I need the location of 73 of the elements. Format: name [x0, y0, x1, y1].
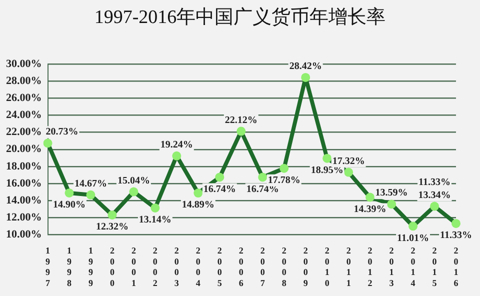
data-label: 16.74%	[246, 184, 279, 195]
x-tick-label: 2010	[324, 246, 330, 288]
y-tick-label: 28.00%	[6, 74, 42, 87]
point	[172, 151, 182, 160]
point	[408, 222, 418, 231]
y-tick-label: 18.00%	[6, 160, 42, 172]
y-tick-label: 26.00%	[6, 92, 42, 104]
point	[280, 164, 289, 173]
point	[150, 203, 160, 212]
x-tick-label: 2012	[368, 246, 373, 288]
data-label: 18.95%	[310, 164, 344, 176]
x-tick-label: 1999	[88, 246, 94, 288]
y-tick-label: 22.00%	[6, 126, 42, 138]
point	[301, 72, 310, 82]
data-label: 22.12%	[224, 114, 258, 126]
x-tick-label: 2002	[152, 246, 158, 288]
x-tick-label: 2001	[131, 246, 136, 288]
x-tick-label: 2009	[303, 246, 308, 288]
data-label: 16.74%	[203, 184, 236, 195]
data-label: 20.73%	[46, 126, 78, 138]
point	[64, 188, 74, 198]
x-tick-label: 2011	[346, 246, 352, 288]
x-tick-label: 2014	[410, 246, 416, 288]
point	[387, 200, 396, 209]
point	[129, 187, 138, 196]
x-tick-label: 2000	[110, 246, 115, 288]
x-tick-label: 2013	[389, 246, 394, 288]
y-tick-label: 12.00%	[6, 212, 42, 224]
data-label: 13.34%	[418, 190, 451, 201]
data-label: 14.67%	[74, 178, 107, 190]
data-label: 14.90%	[52, 200, 86, 211]
x-tick-label: 2007	[260, 246, 266, 288]
point	[322, 154, 332, 163]
point	[194, 188, 203, 198]
data-label: 28.42%	[289, 61, 322, 72]
data-label: 11.33%	[440, 230, 472, 242]
point	[430, 202, 440, 211]
x-tick-label: 2016	[454, 246, 459, 288]
data-label: 11.01%	[397, 232, 430, 244]
data-label: 13.14%	[138, 214, 172, 226]
y-tick-label: 20.00%	[6, 143, 42, 156]
point	[344, 168, 354, 177]
point	[108, 210, 117, 220]
point	[452, 218, 460, 228]
data-label: 17.32%	[332, 156, 365, 167]
point	[215, 172, 224, 182]
data-label: 19.24%	[160, 139, 193, 150]
x-tick-label: 2015	[432, 246, 438, 288]
x-tick-label: 2008	[282, 246, 287, 288]
y-tick-label: 16.00%	[6, 177, 42, 190]
y-tick-label: 14.00%	[6, 194, 42, 206]
data-label: 12.32%	[96, 222, 128, 233]
y-tick-label: 24.00%	[6, 109, 42, 122]
point	[86, 190, 96, 200]
x-tick-label: 2005	[217, 246, 222, 288]
data-label: 14.89%	[182, 200, 214, 211]
point	[236, 126, 246, 136]
x-tick-label: 2004	[196, 246, 201, 288]
x-tick-label: 2006	[238, 246, 244, 288]
y-tick-label: 30.00%	[6, 58, 42, 70]
point	[258, 172, 268, 182]
chart-title: 1997-2016年中国广义货币年增长率	[93, 6, 387, 30]
data-label: 13.59%	[375, 188, 408, 199]
annotation: 11.33%	[418, 176, 450, 188]
data-label: 15.04%	[117, 175, 150, 186]
point	[366, 192, 375, 202]
x-tick-label: 1998	[66, 246, 72, 288]
y-tick-label: 10.00%	[6, 228, 42, 241]
x-tick-label: 2003	[174, 246, 180, 288]
point	[43, 138, 52, 148]
data-label: 17.78%	[268, 174, 300, 186]
x-tick-label: 1997	[46, 246, 50, 288]
data-label: 14.39%	[354, 204, 386, 215]
